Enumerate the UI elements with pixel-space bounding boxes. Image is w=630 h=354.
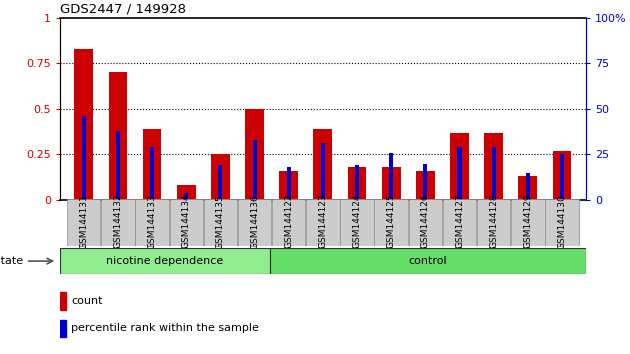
Bar bbox=[116, 131, 120, 200]
Text: GSM144129: GSM144129 bbox=[524, 194, 532, 249]
Bar bbox=[511, 199, 544, 246]
Text: GSM144135: GSM144135 bbox=[216, 194, 225, 249]
Bar bbox=[340, 199, 374, 246]
Text: GDS2447 / 149928: GDS2447 / 149928 bbox=[60, 2, 186, 15]
Text: GSM144123: GSM144123 bbox=[318, 194, 328, 249]
Bar bbox=[348, 167, 367, 200]
Text: GSM144132: GSM144132 bbox=[113, 194, 122, 249]
Bar bbox=[150, 147, 154, 200]
Bar bbox=[82, 116, 86, 200]
Text: GSM144128: GSM144128 bbox=[489, 194, 498, 249]
Bar bbox=[279, 171, 298, 200]
Bar bbox=[382, 167, 401, 200]
Bar bbox=[389, 153, 393, 200]
Bar bbox=[374, 199, 408, 246]
Bar bbox=[60, 248, 270, 274]
Text: control: control bbox=[409, 256, 447, 266]
Bar bbox=[423, 164, 427, 200]
Bar bbox=[142, 129, 161, 200]
Bar bbox=[60, 320, 67, 337]
Bar bbox=[238, 199, 272, 246]
Bar bbox=[272, 199, 306, 246]
Text: GSM144131: GSM144131 bbox=[79, 194, 88, 249]
Bar bbox=[491, 147, 496, 200]
Bar bbox=[287, 167, 291, 200]
Text: disease state: disease state bbox=[0, 256, 23, 266]
Bar bbox=[67, 199, 101, 246]
Bar bbox=[219, 165, 222, 200]
Bar bbox=[135, 199, 169, 246]
Bar bbox=[60, 292, 67, 310]
Text: GSM144125: GSM144125 bbox=[387, 194, 396, 249]
Bar bbox=[245, 109, 264, 200]
Text: GSM144127: GSM144127 bbox=[455, 194, 464, 249]
Bar bbox=[169, 199, 203, 246]
Bar bbox=[526, 173, 530, 200]
Text: GSM144124: GSM144124 bbox=[353, 194, 362, 249]
Bar bbox=[74, 49, 93, 200]
Text: GSM144126: GSM144126 bbox=[421, 194, 430, 249]
Text: GSM144130: GSM144130 bbox=[558, 194, 566, 249]
Bar bbox=[203, 199, 237, 246]
Bar bbox=[560, 154, 564, 200]
Text: nicotine dependence: nicotine dependence bbox=[106, 256, 224, 266]
Bar bbox=[355, 165, 359, 200]
Text: GSM144136: GSM144136 bbox=[250, 194, 259, 249]
Bar bbox=[314, 129, 332, 200]
Bar bbox=[443, 199, 476, 246]
Bar bbox=[553, 151, 571, 200]
Text: GSM144122: GSM144122 bbox=[284, 194, 293, 249]
Bar bbox=[177, 185, 196, 200]
Bar bbox=[270, 248, 586, 274]
Bar bbox=[518, 176, 537, 200]
Text: GSM144133: GSM144133 bbox=[147, 194, 157, 249]
Bar bbox=[450, 132, 469, 200]
Bar bbox=[416, 171, 435, 200]
Bar bbox=[306, 199, 340, 246]
Bar bbox=[484, 132, 503, 200]
Bar bbox=[409, 199, 442, 246]
Bar bbox=[101, 199, 135, 246]
Text: percentile rank within the sample: percentile rank within the sample bbox=[71, 324, 260, 333]
Text: GSM144134: GSM144134 bbox=[181, 194, 191, 249]
Bar bbox=[545, 199, 579, 246]
Bar bbox=[457, 147, 462, 200]
Bar bbox=[108, 73, 127, 200]
Text: count: count bbox=[71, 296, 103, 306]
Bar bbox=[253, 140, 256, 200]
Bar bbox=[211, 154, 230, 200]
Bar bbox=[477, 199, 510, 246]
Bar bbox=[184, 193, 188, 200]
Bar bbox=[321, 143, 325, 200]
